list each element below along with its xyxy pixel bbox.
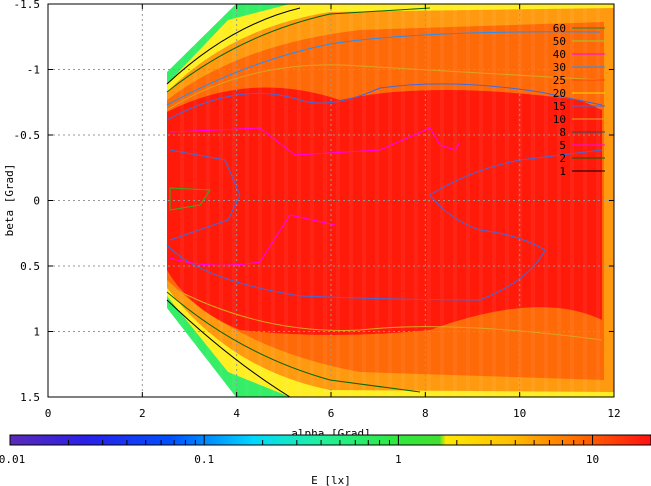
- y-tick-label: -0.5: [14, 129, 41, 142]
- stripe: [375, 4, 379, 397]
- legend-label: 50: [553, 35, 566, 48]
- colorbar-ticks: 0.01 0.1 1 10: [0, 435, 651, 466]
- y-tick-label: -1.5: [14, 0, 41, 11]
- legend-label: 2: [559, 152, 566, 165]
- contour-30: [166, 31, 601, 106]
- contour-5-left: [169, 149, 241, 241]
- colorbar-tick-label: 1: [395, 453, 402, 466]
- colorbar-tick-label: 0.1: [194, 453, 214, 466]
- heatmap-field: [167, 4, 614, 397]
- stripe: [180, 4, 184, 397]
- contour-10: [166, 64, 603, 111]
- x-tick-label: 10: [513, 407, 526, 420]
- stripe: [245, 4, 249, 397]
- x-tick-label: 0: [45, 407, 52, 420]
- band-red-core: [167, 87, 602, 335]
- legend-label: 1: [559, 165, 566, 178]
- colorbar-tick-label: 10: [586, 453, 599, 466]
- y-axis: -1.5 -1 -0.5 0 0.5 1 1.5: [14, 0, 614, 404]
- contour-1: [166, 7, 301, 85]
- x-tick-label: 2: [139, 407, 146, 420]
- x-tick-label: 4: [233, 407, 240, 420]
- contours: [166, 7, 603, 397]
- contour-2-lower: [166, 291, 421, 393]
- stripe: [544, 4, 548, 397]
- colorbar: [9, 434, 651, 446]
- legend-label: 40: [553, 48, 566, 61]
- stripe: [414, 4, 418, 397]
- colorbar-tick-label: 0.01: [0, 453, 25, 466]
- x-tick-label: 12: [607, 407, 620, 420]
- stripe: [284, 4, 288, 397]
- x-tick-label: 6: [328, 407, 335, 420]
- legend-label: 20: [553, 87, 566, 100]
- x-axis: 0 2 4 6 8 10 12: [45, 4, 621, 420]
- legend-label: 8: [559, 126, 566, 139]
- contour-10-lower: [166, 284, 603, 341]
- stripe: [570, 4, 574, 397]
- contour-peak: [169, 187, 211, 211]
- stripe: [349, 4, 353, 397]
- contour-5-lower: [169, 214, 336, 266]
- stripe: [219, 4, 223, 397]
- stripe: [440, 4, 444, 397]
- colorbar-label: E [lx]: [311, 474, 351, 486]
- contour-5-upper: [169, 127, 461, 156]
- y-axis-label: beta [Grad]: [3, 164, 16, 237]
- stripe: [310, 4, 314, 397]
- contour-2: [166, 7, 431, 93]
- stripe: [479, 4, 483, 397]
- contour-15-upper: [166, 83, 603, 121]
- legend-label: 15: [553, 100, 566, 113]
- legend-label: 60: [553, 22, 566, 35]
- y-tick-label: 0: [33, 195, 40, 208]
- y-tick-label: 1: [33, 326, 40, 339]
- contour-15-lower: [166, 149, 603, 301]
- x-tick-label: 8: [422, 407, 429, 420]
- contour-1-lower: [166, 299, 291, 397]
- legend-label: 10: [553, 113, 566, 126]
- y-tick-label: 0.5: [20, 260, 40, 273]
- y-tick-label: -1: [27, 64, 40, 77]
- y-tick-label: 1.5: [20, 391, 40, 404]
- legend-label: 5: [559, 139, 566, 152]
- stripe: [505, 4, 509, 397]
- legend-label: 30: [553, 61, 566, 74]
- legend-label: 25: [553, 74, 566, 87]
